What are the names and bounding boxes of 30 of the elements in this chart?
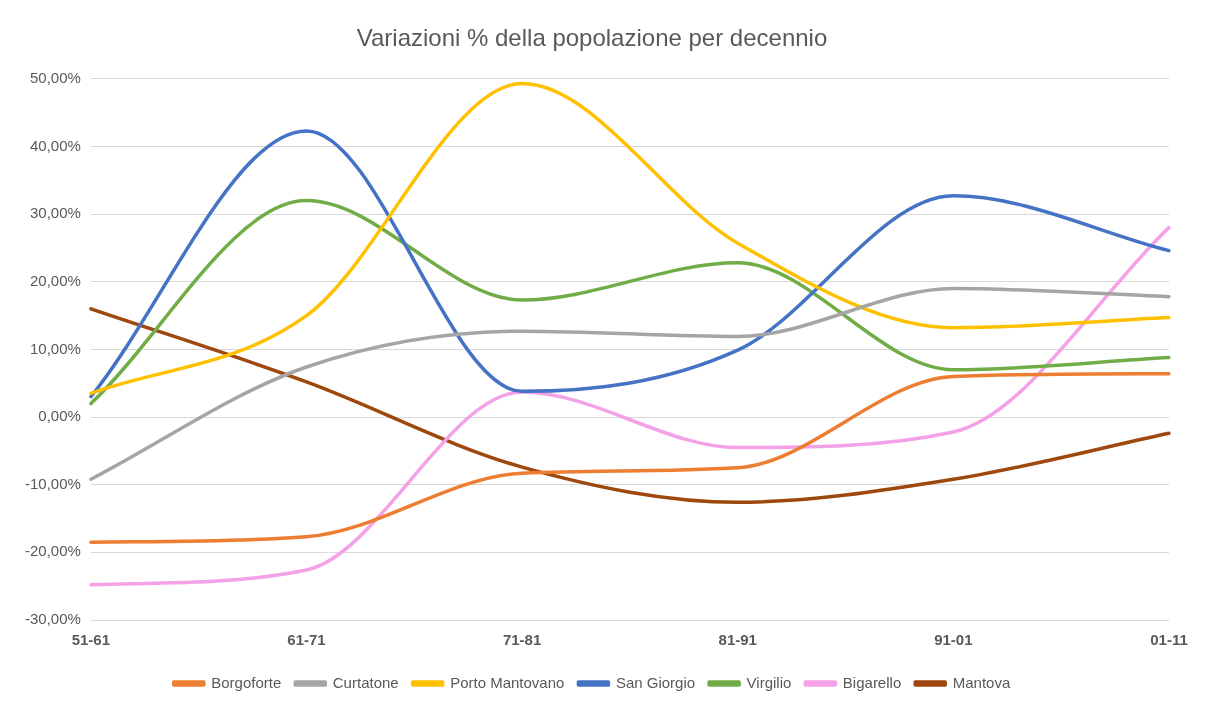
line-series <box>89 198 1171 406</box>
y-tick-label: 40,00% <box>29 136 81 154</box>
y-tick-label: -10,00% <box>24 474 81 492</box>
line-series <box>89 81 1171 396</box>
y-tick-label: -20,00% <box>24 542 81 560</box>
legend-label: Virgilio <box>746 673 792 691</box>
y-tick-label: 50,00% <box>29 68 81 86</box>
y-tick-label: 30,00% <box>29 204 81 222</box>
line-series <box>89 129 1171 399</box>
legend-label: Borgoforte <box>211 673 282 691</box>
y-tick-label: 0,00% <box>38 407 81 425</box>
x-tick-label: 71-81 <box>502 631 542 649</box>
legend-label: Bigarello <box>842 673 902 691</box>
legend-label: Curtatone <box>332 673 399 691</box>
y-tick-label: 10,00% <box>29 339 81 357</box>
y-tick-label: 20,00% <box>29 271 81 289</box>
legend-label: Mantova <box>952 673 1011 691</box>
legend-label: Porto Mantovano <box>450 673 565 691</box>
line-series <box>89 286 1171 482</box>
chart-title: Variazioni % della popolazione per decennio <box>356 24 828 52</box>
x-tick-label: 81-91 <box>718 631 757 649</box>
line-series <box>89 372 1171 544</box>
line-series <box>89 307 1171 505</box>
y-tick-label: -30,00% <box>24 610 81 628</box>
line-series <box>89 225 1171 587</box>
x-tick-label: 51-61 <box>71 631 111 649</box>
x-tick-label: 61-71 <box>287 631 326 649</box>
x-tick-label: 91-01 <box>934 631 973 649</box>
x-tick-label: 01-11 <box>1150 631 1188 649</box>
legend-label: San Giorgio <box>615 673 696 691</box>
